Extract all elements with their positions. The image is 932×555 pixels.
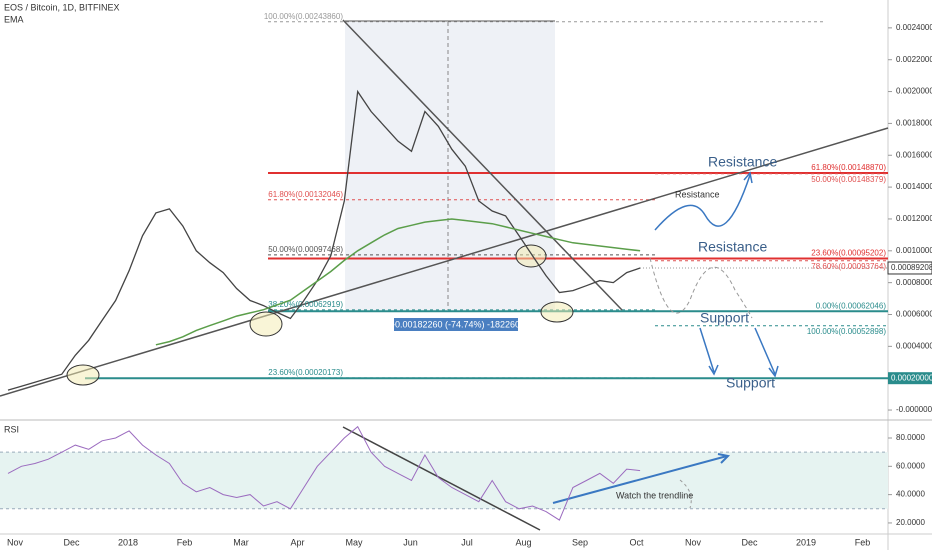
series-line	[7, 89, 641, 391]
price-label: 0.00020000	[891, 373, 932, 382]
price-box	[888, 372, 932, 385]
measure-label: -0.00182260 (-74.74%) -182260	[392, 319, 520, 329]
x-tick-label: Feb	[855, 537, 871, 547]
projection	[649, 257, 753, 319]
fib-label: 100.00%(0.00052898)	[807, 327, 887, 336]
fib-label: 23.60%(0.00095202)	[811, 249, 886, 258]
price-box	[887, 261, 932, 275]
chart-title: EOS / Bitcoin, 1D, BITFINEX	[4, 2, 120, 12]
y-tick-label: 20.0000	[896, 518, 925, 527]
projection-arrow	[654, 174, 751, 231]
x-tick-label: Oct	[629, 537, 644, 547]
arrow-head	[717, 453, 731, 464]
y-tick-label: 0.00040000	[896, 341, 932, 350]
support-label: Support	[726, 375, 775, 391]
arrows	[699, 327, 779, 378]
indicator-label: EMA	[4, 14, 24, 24]
resistance-label: Resistance	[708, 154, 777, 170]
fib-label: 50.00%(0.00097468)	[268, 245, 343, 254]
fib-zone	[345, 22, 555, 310]
resistance-label: Resistance	[698, 239, 767, 255]
fib-label: 100.00%(0.00243860)	[264, 12, 344, 21]
highlight	[249, 311, 283, 337]
highlight	[540, 301, 574, 323]
resistance-small: Resistance	[675, 189, 720, 199]
highlight	[515, 244, 547, 268]
x-tick-label: Jul	[461, 537, 473, 547]
highlight	[66, 364, 100, 386]
x-tick-label: Dec	[63, 537, 80, 547]
series-line	[7, 425, 641, 521]
x-tick-label: Jun	[403, 537, 418, 547]
series-line	[155, 218, 641, 346]
support-label: Support	[700, 310, 749, 326]
rsi-note: Watch the trendline	[616, 490, 693, 500]
fib-label: 0.00%(0.00062046)	[816, 301, 887, 310]
x-tick-label: 2019	[796, 537, 816, 547]
trendline	[0, 127, 889, 397]
rsi-trendline	[342, 426, 541, 531]
x-tick-label: Sep	[572, 537, 588, 547]
rsi-trendline	[552, 455, 728, 504]
x-tick-label: Mar	[233, 537, 249, 547]
measure-box	[394, 318, 518, 331]
x-tick-label: Feb	[177, 537, 193, 547]
rsi-label: RSI	[4, 424, 19, 434]
x-tick-label: May	[345, 537, 363, 547]
trendline	[342, 19, 623, 311]
x-tick-label: Apr	[290, 537, 304, 547]
fib-label: 61.80%(0.00148870)	[811, 163, 886, 172]
fib-label: 38.20%(0.00062919)	[268, 300, 343, 309]
x-tick-label: Aug	[515, 537, 531, 547]
y-tick-label: 60.0000	[896, 461, 925, 470]
arrow-head	[743, 171, 753, 184]
x-tick-label: Nov	[685, 537, 702, 547]
x-tick-label: 2018	[118, 537, 138, 547]
fib-label: 50.00%(0.00148379)	[811, 175, 886, 184]
y-tick-label: 80.0000	[896, 433, 925, 442]
y-tick-label: 40.0000	[896, 490, 925, 499]
x-tick-label: Nov	[7, 537, 24, 547]
price-label: 0.00089208	[891, 263, 932, 272]
y-tick-label: -0.00000000	[896, 405, 932, 414]
fib-label: 61.80%(0.00132046)	[268, 190, 343, 199]
rsi-projection	[679, 479, 692, 509]
fib-label: 23.60%(0.00020173)	[268, 368, 343, 377]
x-tick-label: Dec	[741, 537, 758, 547]
drawing-layer	[0, 21, 888, 510]
fib-label: 78.60%(0.00093764)	[811, 262, 886, 271]
